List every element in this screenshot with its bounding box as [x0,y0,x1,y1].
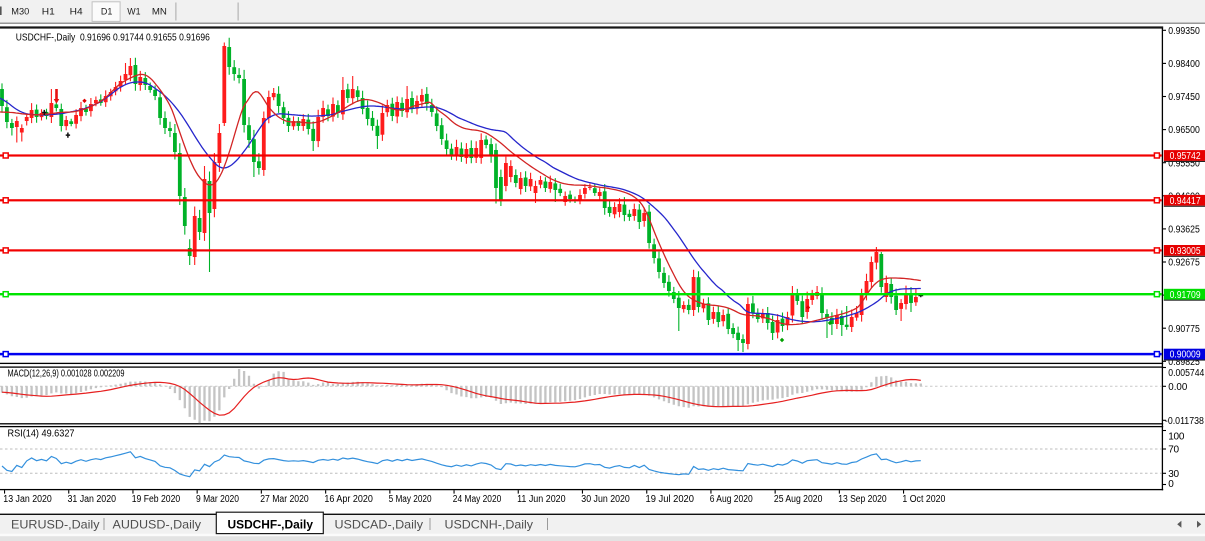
svg-text:70: 70 [1168,445,1179,456]
svg-text:EURUSD-,Daily: EURUSD-,Daily [11,518,100,532]
svg-text:0.92675: 0.92675 [1168,258,1200,269]
svg-text:M30: M30 [11,6,29,17]
svg-text:USDCNH-,Daily: USDCNH-,Daily [445,518,534,532]
svg-text:USDCHF-,Daily: USDCHF-,Daily [228,518,314,532]
svg-text:5 May 2020: 5 May 2020 [389,494,432,505]
svg-text:0.99350: 0.99350 [1168,26,1200,37]
svg-text:0.97450: 0.97450 [1168,92,1200,103]
svg-text:0.93005: 0.93005 [1170,246,1201,257]
svg-text:-0.011738: -0.011738 [1165,416,1204,427]
svg-text:W1: W1 [127,6,140,17]
svg-text:0.00: 0.00 [1168,382,1187,393]
svg-text:H1: H1 [42,6,55,17]
svg-text:USDCHF-,Daily 0.91696 0.91744: USDCHF-,Daily 0.91696 0.91744 0.91655 0.… [16,32,210,43]
svg-text:13 Sep 2020: 13 Sep 2020 [838,494,887,505]
svg-text:6 Aug 2020: 6 Aug 2020 [710,494,753,505]
svg-text:27 Mar 2020: 27 Mar 2020 [260,494,309,505]
svg-text:1 Oct 2020: 1 Oct 2020 [902,494,945,505]
svg-text:MN: MN [152,6,167,17]
svg-text:MACD(12,26,9) 0.001028 0.00220: MACD(12,26,9) 0.001028 0.002209 [8,369,125,380]
svg-text:0.005744: 0.005744 [1168,368,1204,379]
svg-text:0.95550: 0.95550 [1168,158,1200,169]
svg-text:0.94417: 0.94417 [1170,196,1201,207]
svg-text:0.90009: 0.90009 [1170,350,1201,361]
svg-text:USDCAD-,Daily: USDCAD-,Daily [335,518,424,532]
svg-text:AUDUSD-,Daily: AUDUSD-,Daily [113,518,202,532]
svg-text:16 Apr 2020: 16 Apr 2020 [324,494,373,505]
svg-text:30: 30 [1168,469,1179,480]
svg-text:24 May 2020: 24 May 2020 [453,494,502,505]
svg-text:0.91709: 0.91709 [1170,290,1201,301]
svg-text:0.96500: 0.96500 [1168,125,1200,136]
svg-text:D1: D1 [101,6,113,17]
svg-text:31 Jan 2020: 31 Jan 2020 [68,494,117,505]
svg-text:0.90775: 0.90775 [1168,324,1200,335]
svg-text:100: 100 [1168,432,1185,443]
svg-text:13 Jan 2020: 13 Jan 2020 [3,494,52,505]
svg-text:0.98400: 0.98400 [1168,59,1200,70]
svg-text:H4: H4 [70,6,84,17]
svg-text:9 Mar 2020: 9 Mar 2020 [196,494,239,505]
svg-text:0.93625: 0.93625 [1168,225,1200,236]
svg-text:RSI(14) 49.6327: RSI(14) 49.6327 [8,428,75,439]
svg-text:0.89825: 0.89825 [1168,357,1200,368]
svg-text:19 Feb 2020: 19 Feb 2020 [132,494,181,505]
svg-text:25 Aug 2020: 25 Aug 2020 [774,494,823,505]
svg-text:19 Jul 2020: 19 Jul 2020 [646,494,695,505]
svg-text:11 Jun 2020: 11 Jun 2020 [517,494,566,505]
svg-text:0: 0 [1168,479,1174,490]
svg-text:0.95742: 0.95742 [1170,151,1201,162]
svg-text:30 Jun 2020: 30 Jun 2020 [581,494,630,505]
